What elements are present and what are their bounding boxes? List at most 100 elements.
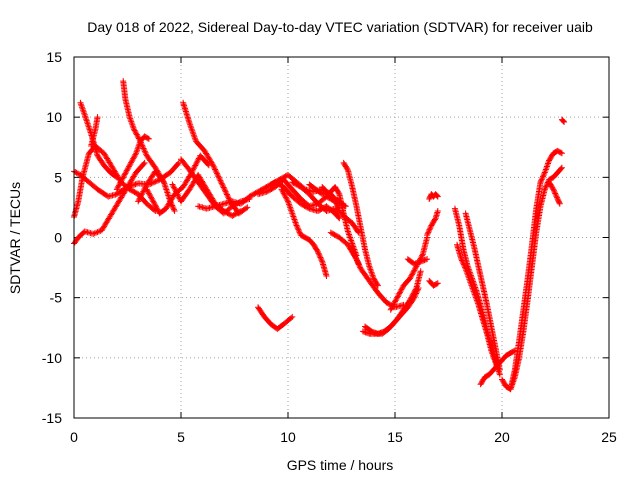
data-point (145, 190, 152, 197)
data-point (415, 285, 422, 292)
data-point (323, 273, 330, 280)
data-point (537, 179, 544, 186)
data-point (132, 128, 139, 135)
data-point (318, 257, 325, 264)
data-point (335, 214, 342, 221)
data-point (316, 253, 323, 260)
data-point (224, 192, 231, 199)
data-point (427, 225, 434, 232)
data-point (191, 163, 198, 170)
data-point (172, 187, 179, 194)
series-arc-38 (546, 179, 563, 207)
data-point (357, 264, 364, 271)
series-arc-27 (404, 256, 431, 267)
data-point (243, 205, 250, 212)
data-point (225, 195, 232, 202)
data-point (410, 295, 417, 302)
data-point (114, 185, 121, 192)
data-point (173, 188, 180, 195)
data-point (549, 185, 556, 192)
data-point (140, 160, 147, 167)
data-point (412, 291, 419, 298)
data-point (167, 199, 174, 206)
y-tick-label: 5 (54, 169, 62, 185)
data-point (419, 252, 426, 259)
data-point (396, 290, 403, 297)
data-point (167, 198, 174, 205)
data-point (388, 305, 395, 312)
data-point (350, 249, 357, 256)
data-point (434, 192, 441, 199)
data-point (175, 194, 182, 201)
data-point (411, 293, 418, 300)
data-point (406, 275, 413, 282)
data-point (225, 194, 232, 201)
data-point (117, 179, 124, 186)
data-point (113, 186, 120, 193)
data-point (411, 294, 418, 301)
data-point (541, 170, 548, 177)
data-point (195, 156, 202, 163)
data-point (389, 304, 396, 311)
data-point (124, 166, 131, 173)
data-point (244, 204, 251, 211)
data-point (356, 263, 363, 270)
data-point (355, 260, 362, 267)
data-point (152, 202, 159, 209)
data-point (315, 250, 322, 257)
data-point (168, 201, 175, 208)
data-point (407, 274, 414, 281)
series-arc-28 (426, 191, 441, 202)
data-point (408, 272, 415, 279)
data-point (218, 178, 225, 185)
data-point (94, 229, 101, 236)
data-point (411, 266, 418, 273)
y-tick-label: 10 (46, 109, 62, 125)
data-point (223, 191, 230, 198)
data-point (398, 286, 405, 293)
data-point (212, 166, 219, 173)
data-point (169, 181, 176, 188)
data-point (130, 154, 137, 161)
data-point (141, 146, 148, 153)
data-point (288, 314, 295, 321)
data-point (221, 187, 228, 194)
data-point (550, 186, 557, 193)
data-point (541, 186, 548, 193)
data-point (213, 169, 220, 176)
data-point (552, 190, 559, 197)
y-tick-label: -10 (42, 350, 62, 366)
data-point (74, 170, 81, 177)
data-point (216, 176, 223, 183)
data-point (140, 145, 147, 152)
data-point (557, 149, 564, 156)
data-point (118, 177, 125, 184)
data-point (342, 203, 349, 210)
data-point (397, 287, 404, 294)
data-point (431, 216, 438, 223)
data-point (434, 193, 441, 200)
data-point (153, 177, 160, 184)
data-point (426, 226, 433, 233)
data-point (115, 183, 122, 190)
data-point (418, 254, 425, 261)
series-arc-26 (387, 234, 431, 313)
data-point (171, 185, 178, 192)
data-point (133, 131, 140, 138)
data-point (560, 118, 567, 125)
data-point (393, 296, 400, 303)
data-point (194, 158, 201, 165)
data-point (392, 298, 398, 305)
data-point (150, 199, 157, 206)
data-point (459, 258, 466, 265)
data-point (283, 195, 290, 202)
data-point (351, 252, 358, 259)
data-point (414, 287, 421, 294)
data-point (414, 286, 421, 293)
data-point (210, 163, 217, 170)
data-point (136, 195, 143, 202)
data-points (71, 78, 568, 393)
data-point (282, 194, 289, 201)
data-point (391, 300, 398, 307)
data-point (118, 178, 125, 185)
